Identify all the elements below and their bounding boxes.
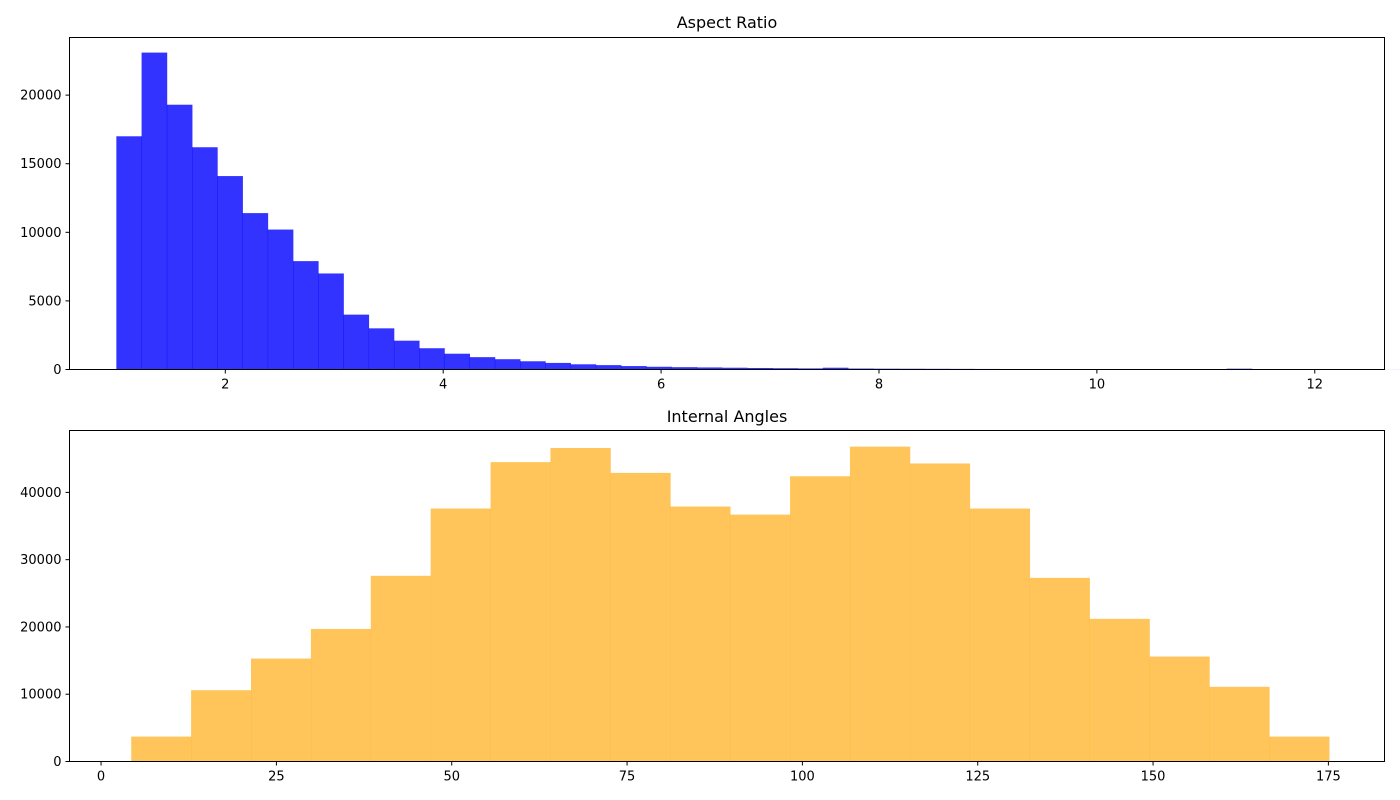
histogram-bar xyxy=(797,368,824,370)
x-tick-label: 125 xyxy=(965,770,990,785)
histogram-bar xyxy=(116,136,142,370)
histogram-bar xyxy=(969,508,1031,762)
histogram-bar xyxy=(610,472,671,762)
histogram-bar xyxy=(747,367,773,370)
histogram-bar xyxy=(721,367,748,370)
histogram-bar xyxy=(545,362,571,370)
histogram-bar xyxy=(469,357,496,370)
histogram-bar xyxy=(1029,577,1090,762)
histogram-bar xyxy=(251,658,312,762)
histogram-bar xyxy=(267,229,294,370)
histogram-bar xyxy=(730,514,791,762)
histogram-bar xyxy=(671,367,698,370)
histogram-bar xyxy=(444,353,470,370)
x-tick-label: 0 xyxy=(97,770,105,785)
histogram-bar xyxy=(1089,618,1150,762)
bars xyxy=(131,446,1330,762)
x-tick-label: 175 xyxy=(1316,770,1341,785)
y-tick-label: 20000 xyxy=(20,620,61,635)
y-tick-label: 0 xyxy=(53,755,61,770)
histogram-bar xyxy=(490,462,551,762)
plot-frame xyxy=(69,430,1385,762)
internal-angles-histogram: Internal Angles 0 25 50 75 100 125 150 175 0 1000… xyxy=(20,407,1385,785)
x-tick-label: 150 xyxy=(1141,770,1166,785)
y-tick-label: 40000 xyxy=(20,486,61,501)
histogram-bar xyxy=(909,463,971,762)
histogram-bar xyxy=(292,261,319,370)
histogram-bar xyxy=(1149,656,1210,762)
axis-ticks: 0 25 50 75 100 125 150 175 0 10000 20000 30000 40000 xyxy=(20,486,1341,785)
histogram-bar xyxy=(430,508,491,762)
histogram-bar xyxy=(370,575,432,762)
histogram-bar xyxy=(192,147,218,370)
histogram-bar xyxy=(1269,736,1330,762)
histogram-bar xyxy=(419,348,445,370)
y-tick-label: 20000 xyxy=(20,89,61,104)
y-tick-label: 5000 xyxy=(28,294,61,309)
histogram-bar xyxy=(242,213,269,370)
histogram-bar xyxy=(141,52,168,370)
histogram-bar xyxy=(191,690,252,762)
histogram-bar xyxy=(310,628,372,762)
histogram-bar xyxy=(343,314,370,370)
y-tick-label: 10000 xyxy=(20,226,61,241)
x-tick-label: 25 xyxy=(268,770,285,785)
histogram-bar xyxy=(570,364,597,370)
histogram-bar xyxy=(646,366,672,370)
y-tick-label: 15000 xyxy=(20,157,61,172)
x-tick-label: 10 xyxy=(1089,378,1106,393)
histogram-bar xyxy=(166,104,193,370)
histogram-bar xyxy=(318,273,344,370)
histogram-bar xyxy=(550,447,611,762)
histogram-bar xyxy=(393,340,420,370)
x-tick-label: 6 xyxy=(657,378,665,393)
histogram-bar xyxy=(595,365,622,370)
y-tick-label: 0 xyxy=(53,363,61,378)
histogram-bar xyxy=(849,446,911,762)
chart-title: Internal Angles xyxy=(667,407,788,426)
axis-ticks: 2 4 6 8 10 12 0 5000 10000 15000 20000 xyxy=(20,89,1323,393)
bars xyxy=(116,52,1400,370)
x-tick-label: 4 xyxy=(439,378,447,393)
histogram-bar xyxy=(772,368,799,370)
x-tick-label: 8 xyxy=(875,378,883,393)
y-tick-label: 10000 xyxy=(20,688,61,703)
histogram-bar xyxy=(1209,686,1270,762)
histogram-bar xyxy=(520,361,546,370)
histogram-bar xyxy=(620,366,647,370)
aspect-ratio-histogram: Aspect Ratio 2 4 6 8 10 12 0 5000 10000 15000 2000… xyxy=(20,13,1400,393)
histogram-bar xyxy=(368,328,395,370)
histogram-bar xyxy=(131,736,192,762)
histogram-bar xyxy=(790,476,851,762)
histogram-bar xyxy=(822,367,849,370)
x-tick-label: 2 xyxy=(221,378,229,393)
x-tick-label: 12 xyxy=(1307,378,1324,393)
x-tick-label: 100 xyxy=(790,770,815,785)
histogram-bar xyxy=(217,176,243,370)
histogram-bar xyxy=(494,359,521,370)
histogram-bar xyxy=(670,506,731,762)
x-tick-label: 75 xyxy=(619,770,636,785)
chart-title: Aspect Ratio xyxy=(677,13,778,32)
histogram-bar xyxy=(696,367,723,370)
y-tick-label: 30000 xyxy=(20,553,61,568)
x-tick-label: 50 xyxy=(443,770,460,785)
plot-frame xyxy=(69,37,1385,370)
